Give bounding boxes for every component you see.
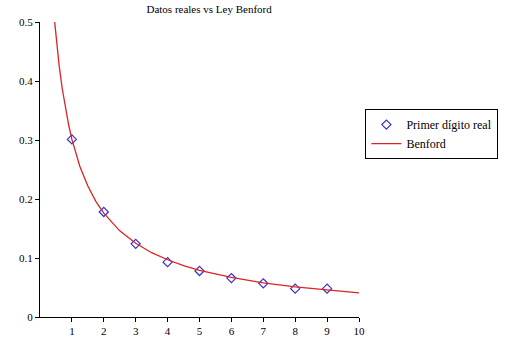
svg-text:4: 4: [165, 325, 171, 337]
svg-text:2: 2: [101, 325, 107, 337]
svg-text:0.4: 0.4: [19, 75, 33, 87]
svg-text:0: 0: [27, 311, 33, 323]
svg-text:0.5: 0.5: [19, 16, 33, 28]
svg-text:0.1: 0.1: [19, 252, 33, 264]
svg-text:Benford: Benford: [406, 137, 445, 151]
svg-text:5: 5: [197, 325, 203, 337]
svg-text:0.3: 0.3: [19, 134, 33, 146]
svg-text:Datos reales vs Ley Benford: Datos reales vs Ley Benford: [146, 3, 272, 15]
svg-text:6: 6: [229, 325, 235, 337]
svg-text:9: 9: [324, 325, 330, 337]
svg-text:1: 1: [69, 325, 75, 337]
svg-text:10: 10: [354, 325, 366, 337]
svg-text:8: 8: [292, 325, 298, 337]
svg-text:0.2: 0.2: [19, 193, 33, 205]
svg-text:Primer dígito real: Primer dígito real: [406, 118, 491, 132]
svg-text:3: 3: [133, 325, 139, 337]
svg-text:7: 7: [261, 325, 267, 337]
